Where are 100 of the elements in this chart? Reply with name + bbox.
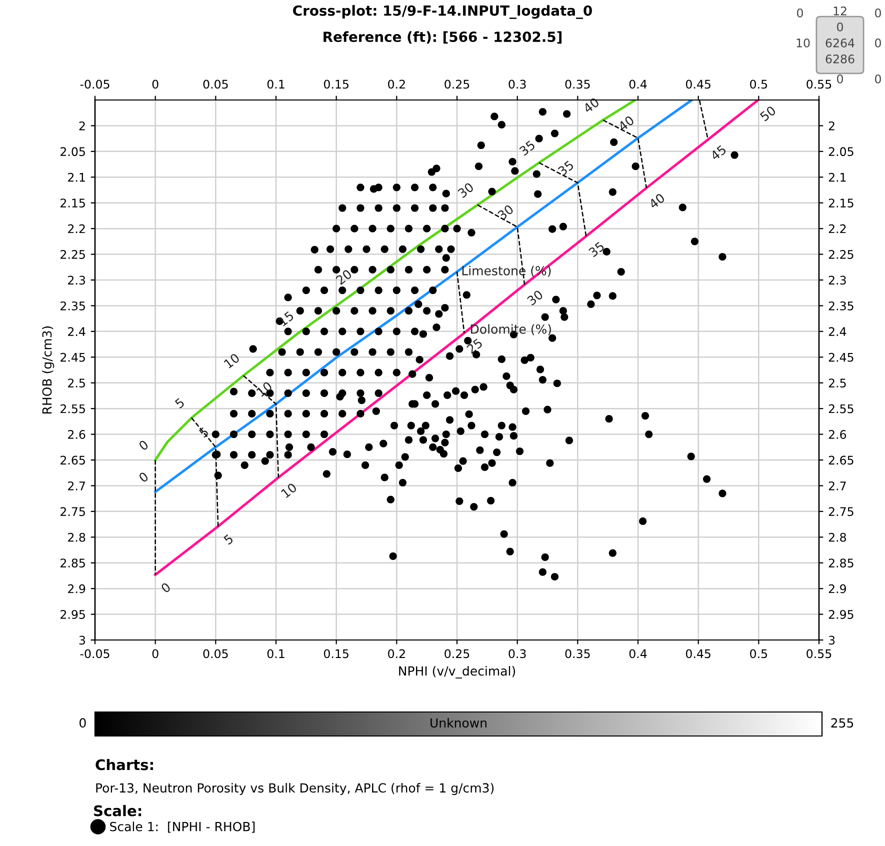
text: 0 — [837, 74, 843, 84]
y2-tick-label: 2.1 — [828, 172, 846, 182]
y2-tick-label: 2.8 — [828, 532, 846, 542]
annotation: 35 — [557, 160, 574, 176]
color-bar-label: 255 — [831, 718, 854, 728]
annotation: 25 — [466, 338, 483, 354]
y-tick-label: 2.85 — [60, 558, 85, 568]
annotation: 50 — [759, 105, 776, 122]
annotation: 10 — [224, 352, 240, 369]
annotation: Dolomite (%) — [471, 324, 551, 336]
x2-tick-label: 0.3 — [508, 80, 526, 89]
y2-tick-label: 2.4 — [828, 327, 846, 336]
x2-tick-label: -0.05 — [80, 80, 110, 89]
y2-tick-label: 2.25 — [828, 250, 854, 259]
annotation: 40 — [648, 192, 666, 210]
y-tick-label: 2.4 — [68, 327, 86, 336]
text: 0 — [875, 38, 881, 48]
legend-label: Scale 1: [NPHI - RHOB] — [110, 822, 255, 833]
x2-tick-label: 0.15 — [324, 80, 348, 89]
y2-tick-label: 2.7 — [828, 481, 846, 490]
y2-tick-label: 2.45 — [828, 352, 854, 362]
y2-tick-label: 2.85 — [828, 558, 854, 568]
x2-tick-label: 0.05 — [203, 80, 228, 89]
y2-tick-label: 2.75 — [828, 507, 854, 516]
text: 0 — [837, 22, 843, 32]
text: 0 — [875, 74, 881, 84]
y-tick-label: 2.65 — [60, 456, 85, 465]
x-tick-label: 0.1 — [267, 649, 284, 658]
x-tick-label: 0 — [152, 649, 158, 658]
y-tick-label: 2.25 — [60, 250, 85, 259]
x-tick-label: 0.5 — [750, 649, 768, 658]
text: 6264 — [826, 38, 854, 48]
y-tick-label: 2.9 — [68, 584, 86, 594]
chart-subtitle: Reference (ft): [566 - 12302.5] — [324, 31, 562, 44]
y2-tick-label: 2.3 — [828, 276, 846, 285]
annotation: 20 — [335, 268, 352, 286]
y2-tick-label: 2.35 — [828, 301, 854, 310]
annotation: 45 — [710, 144, 727, 161]
x2-tick-label: 0.2 — [388, 80, 405, 89]
annotation: 10 — [280, 482, 298, 498]
text: 10 — [796, 38, 810, 48]
color-bar-title: Unknown — [430, 718, 486, 728]
y2-tick-label: 2.55 — [828, 404, 854, 414]
y2-tick-label: 3 — [828, 636, 835, 645]
text: 0 — [797, 8, 803, 18]
annotation: 40 — [618, 115, 635, 132]
annotation: 5 — [198, 427, 210, 438]
y-tick-label: 3 — [79, 636, 86, 645]
annotation: 30 — [457, 182, 474, 198]
y-tick-label: 2.55 — [60, 404, 85, 414]
text: 12 — [834, 6, 846, 16]
y-tick-label: 2.35 — [60, 301, 85, 310]
y2-tick-label: 2 — [828, 121, 834, 130]
x2-tick-label: 0.55 — [806, 80, 832, 89]
y-tick-label: 2.15 — [60, 198, 85, 208]
x-tick-label: 0.3 — [508, 649, 526, 658]
annotation: 30 — [497, 204, 514, 220]
y-tick-label: 2.2 — [68, 224, 85, 234]
x-tick-label: 0.35 — [565, 649, 590, 658]
x2-tick-label: 0.35 — [565, 80, 590, 89]
y2-tick-label: 2.5 — [828, 378, 846, 388]
x2-tick-label: 0.4 — [629, 80, 647, 89]
line-series — [154, 100, 636, 462]
annotation: 0 — [138, 471, 149, 483]
annotation: 15 — [278, 310, 294, 327]
text: 6286 — [826, 54, 854, 64]
x-axis-title: NPHI (v/v_decimal) — [399, 666, 516, 678]
y2-tick-label: 2.9 — [828, 584, 846, 594]
x-tick-label: 0.4 — [629, 649, 647, 658]
y2-tick-label: 2.95 — [828, 610, 854, 619]
y-tick-label: 2.95 — [60, 610, 85, 619]
x-tick-label: 0.15 — [324, 649, 348, 658]
y-tick-label: 2.75 — [60, 507, 85, 516]
x-tick-label: 0.2 — [388, 649, 405, 658]
y-tick-label: 2 — [79, 121, 85, 130]
y2-tick-label: 2.65 — [828, 456, 854, 465]
x-tick-label: 0.45 — [686, 649, 710, 658]
annotation: 10 — [256, 381, 273, 397]
legend-title: Scale: — [94, 805, 142, 816]
y-tick-label: 2.3 — [68, 276, 86, 285]
y-tick-label: 2.8 — [68, 532, 86, 542]
x-tick-label: 0.55 — [806, 649, 832, 658]
y-axis-title: RHOB (g/cm3) — [42, 326, 54, 414]
y2-tick-label: 2.05 — [828, 147, 854, 156]
x-tick-label: 0.05 — [203, 649, 228, 658]
annotation: 35 — [518, 140, 536, 156]
x2-tick-label: 0.5 — [750, 80, 768, 89]
x-tick-label: 0.25 — [444, 649, 470, 658]
y-tick-label: 2.5 — [68, 378, 85, 388]
annotation: 0 — [138, 440, 149, 451]
line-series — [154, 100, 759, 576]
x-tick-label: -0.05 — [80, 649, 110, 658]
annotation: 30 — [526, 290, 544, 306]
chart-title: Cross-plot: 15/9-F-14.INPUT_logdata_0 — [293, 5, 592, 19]
color-bar-label: 0 — [80, 718, 86, 728]
y-tick-label: 2.6 — [68, 430, 86, 439]
x2-tick-label: 0.45 — [686, 80, 710, 89]
annotation: 5 — [174, 398, 185, 409]
annotation: 0 — [160, 582, 172, 594]
y-tick-label: 2.05 — [60, 147, 85, 156]
